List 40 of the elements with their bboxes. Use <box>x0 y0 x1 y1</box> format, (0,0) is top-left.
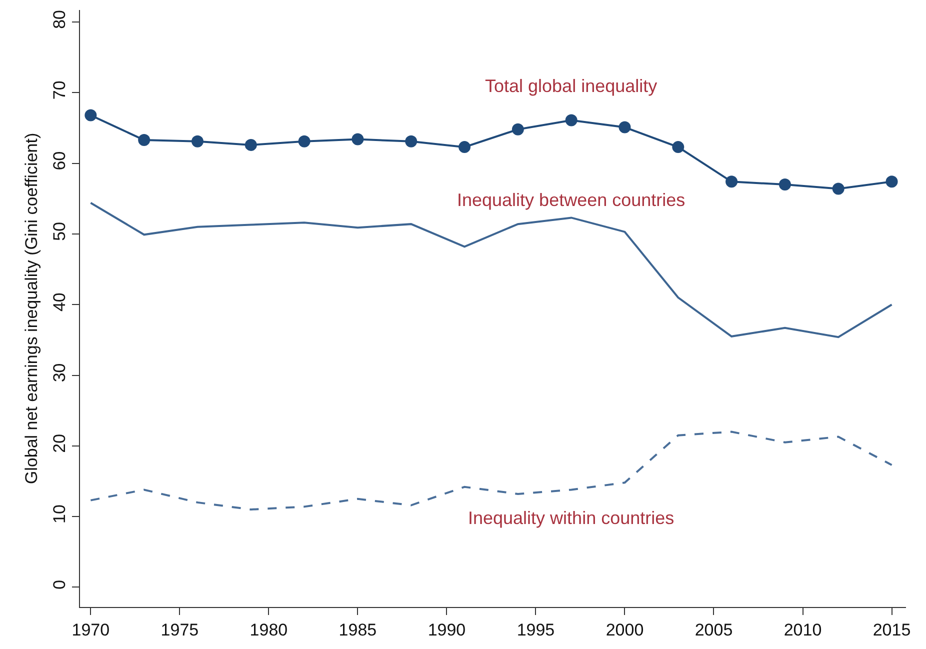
x-tick-label: 1990 <box>428 620 466 640</box>
point <box>726 176 738 188</box>
y-tick-label: 0 <box>50 580 70 590</box>
y-tick-label: 10 <box>50 504 70 524</box>
point <box>298 135 310 148</box>
x-tick-label: 2015 <box>872 620 911 640</box>
point <box>618 121 631 134</box>
point <box>138 134 150 146</box>
point <box>352 133 364 146</box>
x-tick-label: 2010 <box>784 620 822 640</box>
point <box>405 135 418 148</box>
point <box>84 109 97 122</box>
point <box>565 114 578 126</box>
series-label: Inequality within countries <box>468 508 674 528</box>
x-tick-label: 1975 <box>160 620 199 640</box>
x-tick-label: 1980 <box>250 620 288 640</box>
x-tick-label: 2000 <box>606 620 644 640</box>
y-tick-label: 40 <box>50 292 70 312</box>
line-series <box>90 430 893 510</box>
point <box>672 141 684 154</box>
y-axis-title: Global net earnings inequality (Gini coefficient) <box>22 132 41 484</box>
point <box>191 135 204 148</box>
point <box>778 178 791 191</box>
point <box>458 141 471 154</box>
y-tick-label: 20 <box>50 434 70 453</box>
x-tick-label: 1995 <box>516 620 555 640</box>
point <box>886 176 898 188</box>
point <box>244 138 257 151</box>
x-tick-label: 2005 <box>694 620 733 640</box>
point <box>832 182 844 195</box>
y-tick-label: 80 <box>50 10 70 29</box>
x-tick-label: 1985 <box>338 620 377 640</box>
y-tick-label: 50 <box>50 222 70 241</box>
series-label: Total global inequality <box>485 76 658 96</box>
y-tick-label: 30 <box>50 363 70 382</box>
x-tick-label: 1970 <box>72 620 110 640</box>
series-label: Inequality between countries <box>457 190 686 210</box>
y-tick-label: 70 <box>50 80 70 100</box>
y-tick-label: 60 <box>50 151 70 170</box>
point <box>512 123 524 136</box>
